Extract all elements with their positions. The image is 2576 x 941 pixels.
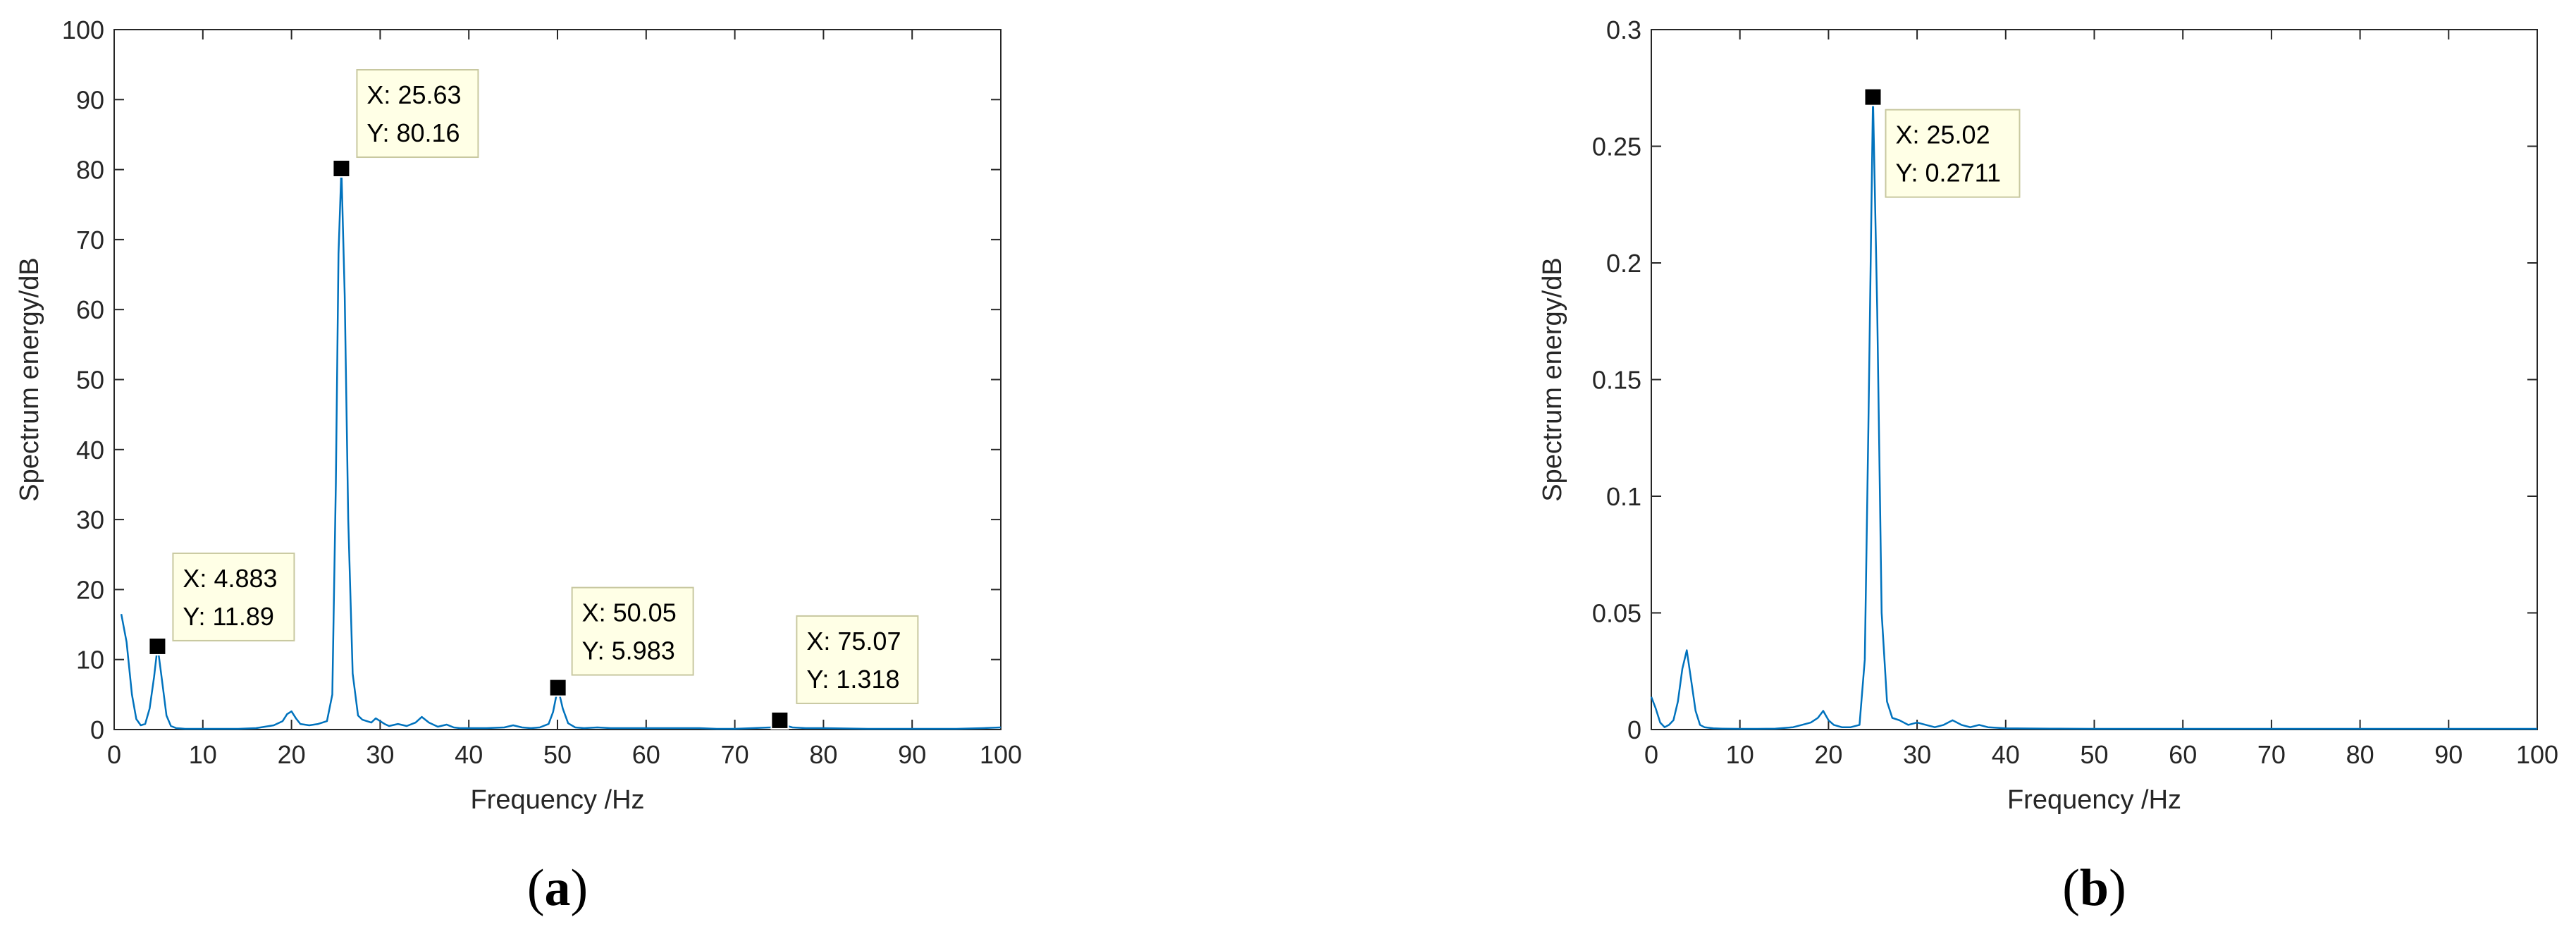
y-tick-label: 70 <box>76 226 104 254</box>
x-tick-label: 70 <box>721 740 749 769</box>
x-tick-label: 60 <box>2169 740 2197 769</box>
datatip-marker <box>148 636 167 656</box>
y-tick-label: 0.3 <box>1606 16 1641 44</box>
y-tick-label: 20 <box>76 575 104 604</box>
datatip-y-value: Y: 11.89 <box>183 602 273 631</box>
spectrum-chart-a: 0 10 20 30 40 50 60 70 80 90 100 0 10 20 30 40 50 60 70 80 9… <box>15 16 1022 815</box>
datatip-x-value: X: 50.05 <box>582 598 677 627</box>
datatip-y-value: Y: 0.2711 <box>1896 159 2001 187</box>
datatip: X: 50.05 Y: 5.983 <box>548 586 694 697</box>
x-tick-label: 0 <box>1644 740 1658 769</box>
x-tick-label: 0 <box>107 740 121 769</box>
datatip-box <box>1885 109 2021 198</box>
x-tick-label: 30 <box>1903 740 1931 769</box>
datatip-marker <box>1863 87 1882 106</box>
caption-a: (a) <box>527 859 588 918</box>
y-tick-label: 10 <box>76 646 104 675</box>
y-tick-label: 0 <box>90 715 104 744</box>
spectrum-chart-b: 0 10 20 30 40 50 60 70 80 90 100 0 0.05 0.1 0.15 0.2 0.2… <box>1538 16 2558 815</box>
datatip-x-value: X: 75.07 <box>806 627 901 656</box>
spectrum-series-line <box>120 167 1002 730</box>
datatip: X: 25.63 Y: 80.16 <box>332 69 479 178</box>
x-tick-label: 20 <box>1814 740 1842 769</box>
x-tick-label: 40 <box>1992 740 2020 769</box>
datatip: X: 75.07 Y: 1.318 <box>770 615 919 730</box>
caption-b-close: ) <box>2109 859 2126 917</box>
x-tick-label: 50 <box>543 740 572 769</box>
x-axis-title: Frequency /Hz <box>470 785 644 815</box>
caption-b-open: ( <box>2062 859 2080 917</box>
caption-a-close: ) <box>570 859 588 917</box>
x-tick-label: 20 <box>278 740 306 769</box>
datatip-box <box>172 552 295 641</box>
y-tick-label: 90 <box>76 85 104 114</box>
x-tick-label: 30 <box>366 740 394 769</box>
x-axis-title: Frequency /Hz <box>2007 785 2181 815</box>
datatip-x-value: X: 4.883 <box>183 564 277 593</box>
caption-b: (b) <box>2062 859 2126 918</box>
datatip-x-value: X: 25.63 <box>366 80 461 109</box>
y-tick-label: 0.15 <box>1592 366 1641 395</box>
y-tick-label: 50 <box>76 366 104 395</box>
y-tick-label: 60 <box>76 295 104 324</box>
y-tick-label: 100 <box>62 16 104 44</box>
caption-a-open: ( <box>526 859 545 917</box>
caption-a-letter: a <box>544 859 571 917</box>
datatip: X: 4.883 Y: 11.89 <box>148 552 295 656</box>
y-axis-title: Spectrum energy/dB <box>15 257 44 501</box>
y-axis-title: Spectrum energy/dB <box>1538 257 1567 501</box>
spectrum-series-line <box>1650 96 2537 730</box>
y-tick-label: 30 <box>76 505 104 534</box>
y-tick-label: 40 <box>76 436 104 465</box>
datatip-marker <box>332 159 351 178</box>
x-tick-label: 80 <box>2346 740 2374 769</box>
datatip-box <box>796 615 919 704</box>
datatip-x-value: X: 25.02 <box>1896 121 1990 149</box>
datatip: X: 25.02 Y: 0.2711 <box>1863 87 2021 198</box>
y-tick-label: 80 <box>76 156 104 185</box>
datatip-y-value: Y: 1.318 <box>806 665 899 694</box>
x-tick-label: 60 <box>632 740 660 769</box>
y-tick-label: 0.2 <box>1606 249 1641 278</box>
x-tick-label: 90 <box>2434 740 2463 769</box>
datatip-marker <box>548 678 567 697</box>
x-tick-label: 80 <box>809 740 837 769</box>
datatip-y-value: Y: 5.983 <box>582 636 675 665</box>
x-tick-label: 40 <box>455 740 483 769</box>
x-tick-label: 10 <box>189 740 217 769</box>
y-tick-label: 0.1 <box>1606 482 1641 511</box>
x-tick-label: 10 <box>1726 740 1754 769</box>
y-tick-label: 0 <box>1627 715 1641 744</box>
plot-area-box <box>1651 29 2538 730</box>
x-tick-label: 100 <box>2516 740 2558 769</box>
chart-panel-b: 0 10 20 30 40 50 60 70 80 90 100 0 0.05 0.1 0.15 0.2 0.2… <box>1522 0 2576 941</box>
chart-panel-a: 0 10 20 30 40 50 60 70 80 90 100 0 10 20 30 40 50 60 70 80 9… <box>0 0 1057 941</box>
datatip-box <box>571 586 694 676</box>
x-tick-label: 50 <box>2080 740 2108 769</box>
y-tick-label: 0.05 <box>1592 599 1641 628</box>
x-tick-label: 90 <box>898 740 926 769</box>
y-tick-label: 0.25 <box>1592 133 1641 161</box>
datatip-y-value: Y: 80.16 <box>366 118 460 147</box>
caption-b-letter: b <box>2079 859 2109 917</box>
datatip-box <box>356 69 479 159</box>
x-tick-label: 100 <box>980 740 1022 769</box>
datatip-marker <box>770 711 789 730</box>
x-tick-label: 70 <box>2257 740 2286 769</box>
